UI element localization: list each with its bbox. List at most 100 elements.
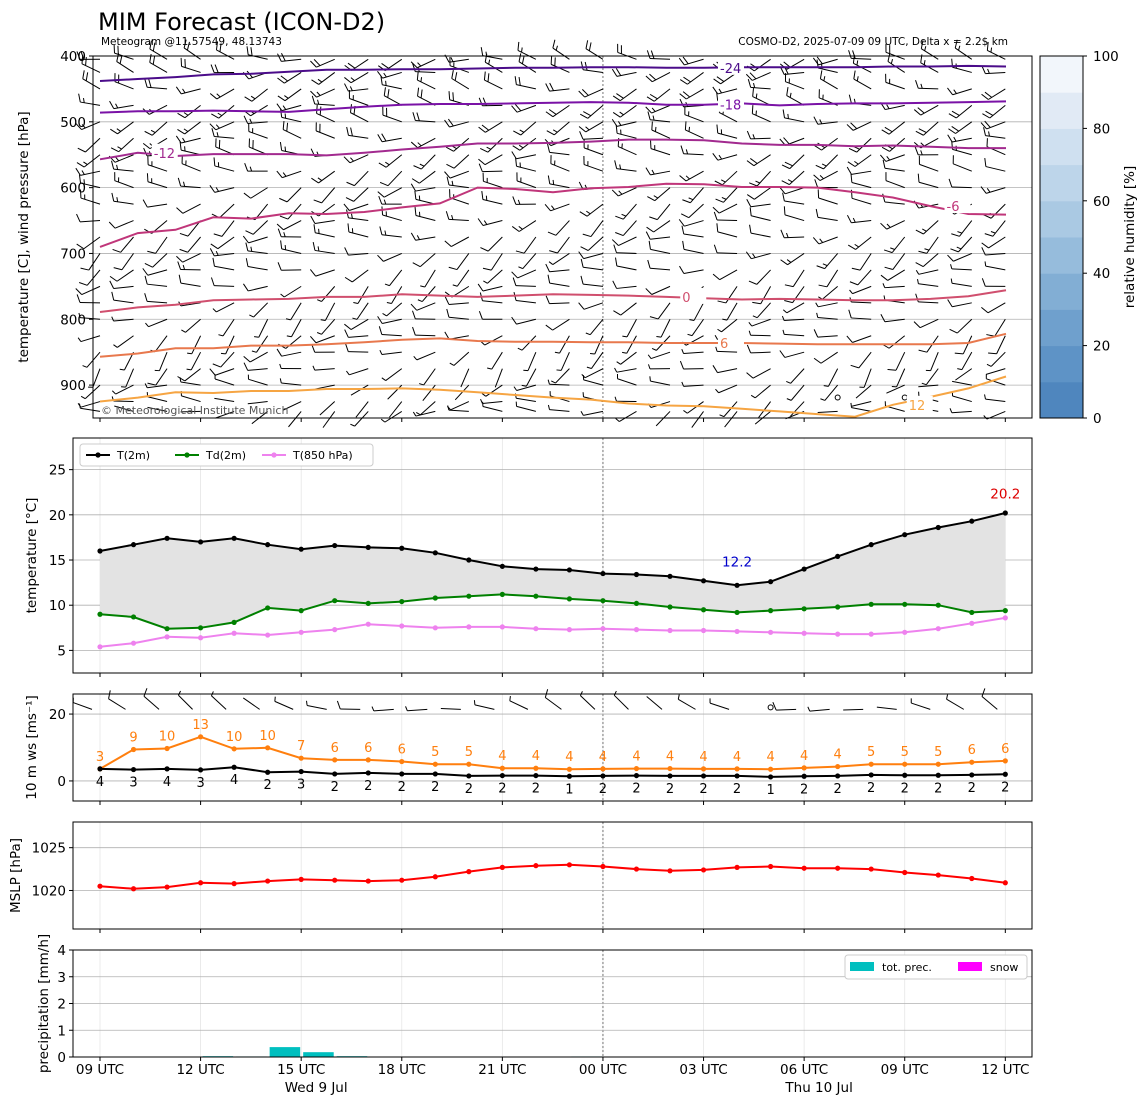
upper-air-barb-13-0-feather-0: [518, 42, 519, 51]
legend-label-0: T(2m): [116, 449, 150, 462]
mslp-point-10: [433, 874, 438, 879]
upper-air-barb-19-10-staff: [717, 220, 737, 221]
colorbar-tick-label-5: 100: [1093, 49, 1119, 65]
wind-mean-label-13: 2: [532, 782, 540, 797]
wind-barb-8-feather-0: [337, 701, 340, 709]
temperature-point-2-3: [198, 635, 203, 640]
mslp-point-21: [802, 866, 807, 871]
temperature-point-2-27: [1003, 615, 1008, 620]
wind-mean-point-9: [399, 771, 404, 776]
wind-gust-point-15: [600, 766, 605, 771]
wind-gust-point-25: [936, 762, 941, 767]
upper-air-barb-0-2-feather-1: [86, 72, 87, 80]
wind-barb-10: [406, 706, 428, 710]
wind-gust-label-25: 5: [934, 745, 942, 760]
wind-gust-label-22: 4: [834, 748, 842, 763]
wind-barb-21-staff: [776, 709, 796, 710]
temperature-point-0-26: [969, 519, 974, 524]
mslp-point-13: [533, 863, 538, 868]
wind-mean-point-14: [567, 774, 572, 779]
date-label-1: Thu 10 Jul: [784, 1080, 852, 1096]
wind-mean-label-23: 2: [867, 781, 875, 796]
wind-barb-2-staff: [144, 696, 159, 709]
upper-air-barb-20-18-staff: [751, 352, 771, 353]
wind-barb-18: [678, 695, 695, 710]
temperature-point-0-10: [433, 550, 438, 555]
wind-gust-point-22: [835, 764, 840, 769]
wind-gust-point-20: [768, 767, 773, 772]
wind-gust-point-17: [667, 766, 672, 771]
temperature-point-2-22: [835, 632, 840, 637]
upper-air-barb-18-5-halffeather: [689, 127, 690, 132]
wind-gust-point-21: [802, 765, 807, 770]
isotherm-label-12: 12: [909, 399, 926, 414]
temperature-point-1-23: [869, 602, 874, 607]
wind-barb-15-halffeather: [580, 691, 582, 695]
wind-mean-point-1: [131, 767, 136, 772]
legend-label-1: Td(2m): [205, 449, 246, 462]
colorbar-band-4: [1040, 237, 1083, 274]
upper-air-ytick-label-4: 800: [60, 312, 86, 328]
wind-barb-21-feather-0: [773, 702, 776, 710]
mslp-point-22: [835, 866, 840, 871]
wind-mean-label-26: 2: [968, 781, 976, 796]
upper-air-barb-8-22-halffeather: [350, 424, 354, 426]
precip-legend-swatch-1: [958, 962, 982, 971]
wind-mean-label-25: 2: [934, 781, 942, 796]
mslp-point-18: [701, 867, 706, 872]
date-label-0: Wed 9 Jul: [285, 1080, 348, 1096]
wind-mean-point-12: [500, 773, 505, 778]
mslp-point-25: [936, 872, 941, 877]
upper-air-barb-9-22-halffeather: [381, 419, 385, 422]
colorbar-band-6: [1040, 165, 1083, 202]
mslp-point-26: [969, 876, 974, 881]
precip-ylabel: precipitation [mm/h]: [36, 934, 52, 1073]
upper-air-barb-0-12-feather-0: [81, 268, 89, 270]
colorbar-band-9: [1040, 56, 1083, 93]
mslp-ytick-label-0: 1020: [32, 883, 66, 899]
wind-barb-1-feather-0: [109, 690, 111, 698]
wind-barb-10-halffeather: [406, 706, 408, 710]
upper-air-barb-20-4-feather-0: [752, 105, 753, 114]
upper-air-barb-7-4-feather-1: [320, 107, 321, 116]
upper-air-barb-19-12-staff: [717, 253, 737, 254]
mslp-point-23: [869, 866, 874, 871]
wind-barb-14: [545, 689, 561, 709]
wind-gust-point-13: [533, 766, 538, 771]
wind-mean-label-4: 4: [230, 773, 238, 788]
wind-mean-label-16: 2: [632, 782, 640, 797]
temperature-point-0-14: [567, 567, 572, 572]
wind-mean-point-7: [332, 771, 337, 776]
wind-gust-label-10: 5: [431, 745, 439, 760]
temperature-point-0-21: [802, 566, 807, 571]
colorbar-tick-label-2: 40: [1093, 266, 1110, 282]
temperature-point-1-19: [734, 610, 739, 615]
wind-mean-point-0: [97, 766, 102, 771]
upper-air-barb-10-2-halffeather: [421, 77, 422, 82]
temperature-point-2-17: [667, 628, 672, 633]
wind-barb-27-feather-0: [982, 688, 985, 696]
wind-barb-6: [275, 697, 293, 710]
temperature-point-1-12: [500, 592, 505, 597]
copyright-note: © Meteorological Institute Munich: [101, 404, 288, 417]
temperature-point-0-6: [299, 547, 304, 552]
wind-barb-23-staff: [843, 709, 863, 710]
temperature-ytick-label-4: 25: [49, 463, 66, 479]
wind-gust-point-10: [433, 762, 438, 767]
wind-mean-label-14: 1: [565, 782, 573, 797]
temperature-point-1-18: [701, 607, 706, 612]
temperature-point-1-8: [366, 601, 371, 606]
wind-barb-1: [109, 690, 126, 709]
temperature-point-1-16: [634, 601, 639, 606]
temperature-point-2-0: [97, 644, 102, 649]
upper-air-barb-11-3-feather-0: [449, 91, 450, 100]
colorbar-tick-label-3: 60: [1093, 194, 1110, 210]
temperature-point-0-22: [835, 554, 840, 559]
wind-gust-label-17: 4: [666, 750, 674, 765]
wind-ytick-label-1: 20: [49, 707, 66, 723]
colorbar-tick-label-0: 0: [1093, 411, 1102, 427]
wind-barb-7-halffeather: [306, 701, 307, 706]
mslp-point-3: [198, 880, 203, 885]
